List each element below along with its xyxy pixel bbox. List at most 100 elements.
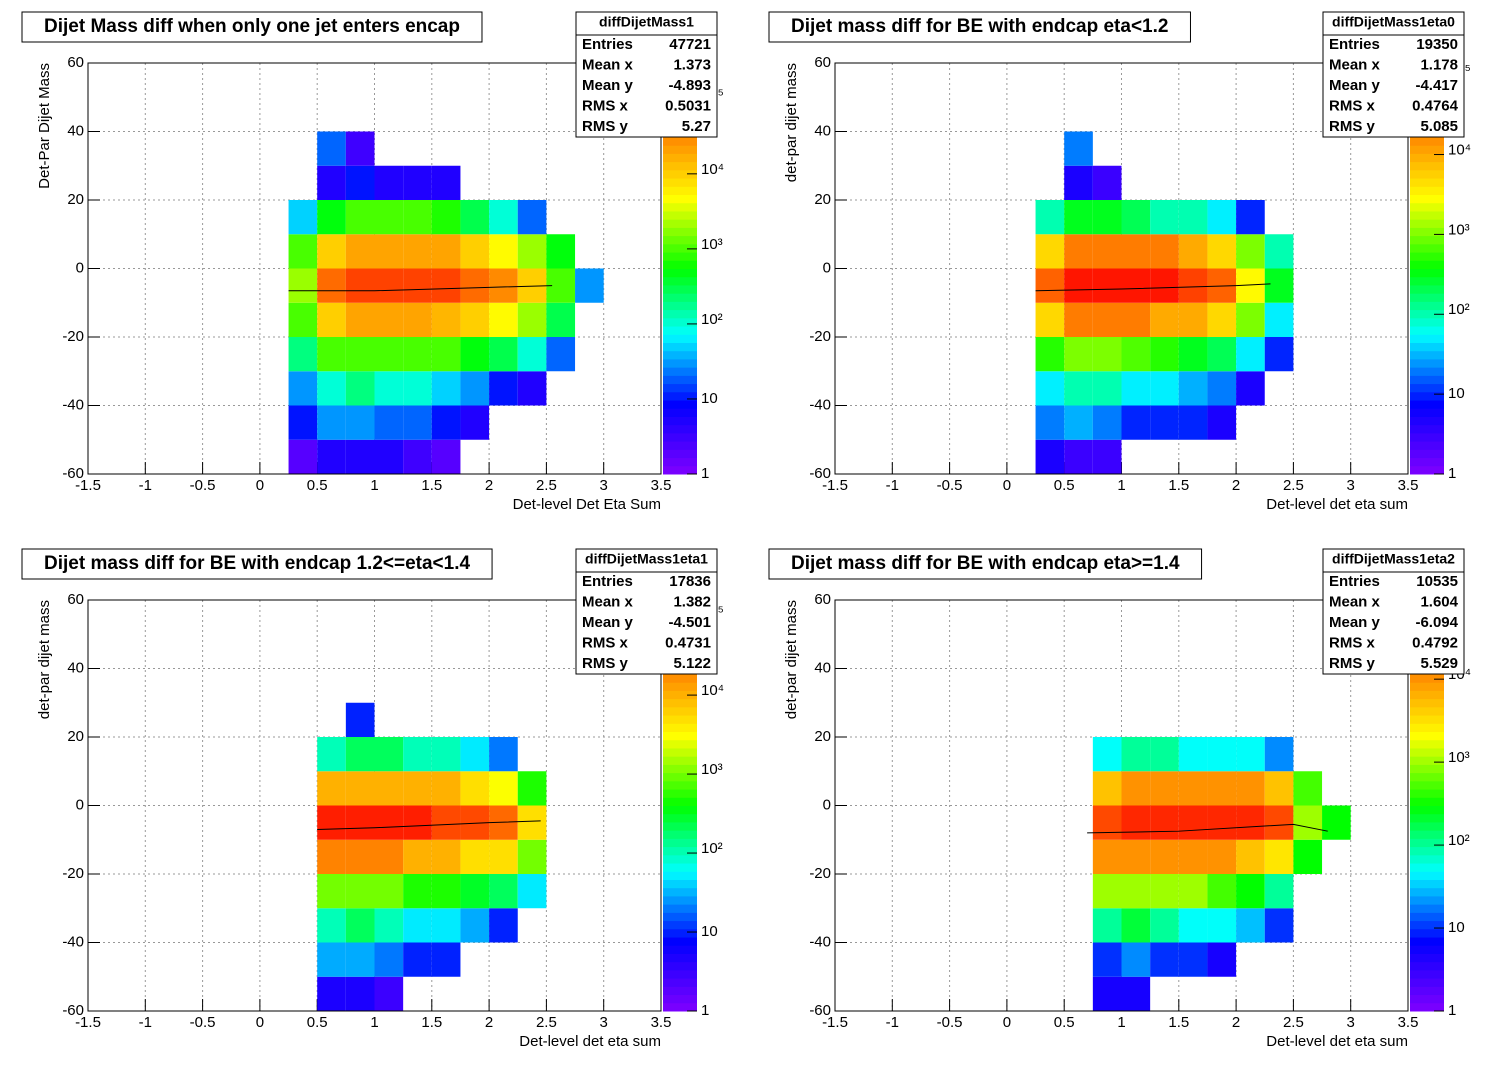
palette-band: [663, 854, 697, 864]
y-tick-label: -20: [62, 865, 84, 882]
profile-line: [317, 820, 541, 830]
stats-box: [575, 548, 718, 675]
palette-band: [1410, 400, 1444, 409]
heat-cell: [1121, 737, 1151, 772]
heat-cell: [1150, 200, 1179, 235]
stats-label: Mean x: [582, 593, 634, 610]
heat-cell: [1207, 371, 1237, 406]
heat-cell: [460, 771, 490, 806]
stats-name: diffDijetMass1eta1: [585, 551, 708, 567]
heat-cell: [1035, 337, 1065, 372]
heat-cell: [1207, 839, 1237, 874]
heat-cell: [1121, 874, 1151, 909]
heat-cell: [1178, 200, 1208, 235]
stats-value: 19350: [1416, 36, 1458, 53]
x-tick-label: 2: [1232, 1014, 1240, 1031]
stats-name: diffDijetMass1: [599, 14, 694, 30]
y-tick-label: -20: [62, 328, 84, 345]
heat-cell: [517, 302, 547, 337]
palette-band: [1410, 797, 1444, 806]
heat-cell: [1178, 771, 1208, 806]
y-tick-label: -20: [809, 865, 831, 882]
heat-cell: [546, 302, 576, 337]
palette-band: [663, 895, 697, 905]
y-tick-label: -40: [809, 396, 831, 413]
heat-cell: [517, 337, 547, 372]
heat-cell: [288, 302, 318, 337]
heat-cell: [1035, 200, 1065, 235]
palette-band: [1410, 260, 1444, 269]
palette-band: [663, 219, 697, 228]
y-tick-label: 60: [67, 54, 84, 71]
heat-cell: [1236, 908, 1265, 943]
palette-band: [663, 986, 697, 996]
heat-cell: [374, 405, 404, 440]
palette-band: [1410, 383, 1444, 393]
heat-cell: [317, 200, 346, 235]
heat-cell: [345, 371, 375, 406]
heat-cell: [1236, 874, 1265, 909]
palette-band: [663, 317, 697, 327]
y-tick-label: 60: [67, 591, 84, 608]
heat-cell: [317, 942, 346, 977]
palette-band: [663, 350, 697, 360]
stats-label: Mean y: [582, 614, 634, 631]
palette-band: [1410, 673, 1444, 683]
heat-cell: [1121, 771, 1151, 806]
x-tick-label: 3: [600, 477, 608, 494]
palette-band: [663, 210, 697, 220]
y-tick-label: 20: [814, 728, 831, 745]
x-tick-label: -1: [886, 1014, 899, 1031]
palette-band: [1410, 416, 1444, 426]
heat-cell: [1092, 839, 1122, 874]
heat-cell: [374, 439, 404, 474]
heat-cell: [1178, 805, 1208, 840]
heat-cell: [403, 405, 432, 440]
palette-band: [663, 969, 697, 979]
stats-value: 1.373: [673, 56, 711, 73]
palette-band: [663, 723, 697, 733]
heat-cell: [489, 371, 518, 406]
chart-title: Dijet mass diff for BE with endcap 1.2<=…: [44, 553, 470, 574]
heat-cell: [317, 976, 346, 1011]
x-tick-label: 1: [370, 477, 378, 494]
heat-cell: [1293, 839, 1323, 874]
heat-cell: [1064, 131, 1093, 166]
heat-cell: [374, 337, 404, 372]
heat-cell: [1293, 771, 1323, 806]
palette-band: [1410, 367, 1444, 376]
palette-band: [1410, 408, 1444, 417]
x-tick-label: 2: [485, 477, 493, 494]
heat-cell: [1207, 737, 1237, 772]
y-axis-title: det-par dijet mass: [783, 63, 800, 182]
heat-cell: [288, 405, 318, 440]
palette-band: [1410, 879, 1444, 889]
palette-band: [663, 400, 697, 409]
stats-label: RMS y: [582, 118, 629, 135]
heat-cell: [1092, 771, 1122, 806]
heat-cell: [1178, 942, 1208, 977]
palette-band: [1410, 887, 1444, 897]
heat-cell: [489, 771, 518, 806]
palette-band: [1410, 731, 1444, 741]
palette-band: [1410, 293, 1444, 302]
plot-frame: [834, 599, 1409, 1012]
heat-cell: [460, 337, 490, 372]
stats-label: RMS y: [582, 655, 629, 672]
y-tick-label: 20: [67, 191, 84, 208]
palette-band: [663, 813, 697, 823]
palette-band: [1410, 136, 1444, 146]
palette-band: [663, 846, 697, 856]
heat-cell: [431, 405, 461, 440]
x-tick-label: -0.5: [190, 1014, 216, 1031]
x-axis-title: Det-level det eta sum: [1266, 496, 1408, 513]
x-tick-label: 2.5: [1283, 1014, 1304, 1031]
x-tick-label: 0.5: [1054, 477, 1075, 494]
heat-cell: [431, 737, 461, 772]
x-tick-label: 3.5: [1398, 477, 1419, 494]
palette-band: [1410, 161, 1444, 171]
heat-cell: [374, 200, 404, 235]
heat-cell: [431, 771, 461, 806]
z-tick-label: 10²: [701, 840, 723, 857]
z-tick-label: 10³: [1448, 221, 1470, 238]
